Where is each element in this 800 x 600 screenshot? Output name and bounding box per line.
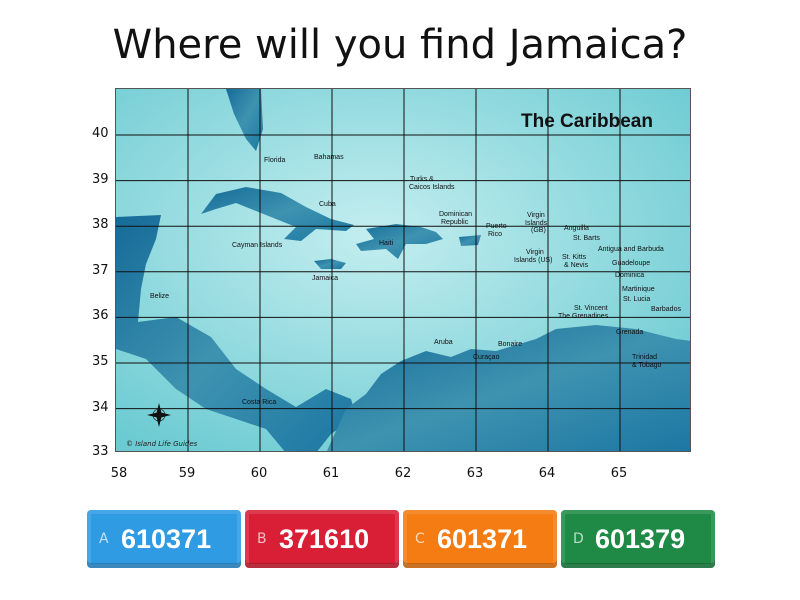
answer-value: 601371 — [437, 523, 528, 554]
y-axis-label: 35 — [92, 354, 109, 369]
map-label: Haiti — [379, 240, 393, 247]
x-axis-label: 59 — [178, 466, 196, 481]
map-credit: © Island Life Guides — [126, 440, 198, 448]
map-labels: Florida Bahamas Turks &Caicos Islands Cuba D… — [150, 154, 681, 406]
landmasses — [116, 89, 690, 451]
map-label: Belize — [150, 293, 169, 300]
map-label: Anguilla — [564, 225, 589, 232]
map-label: St. Vincent — [574, 305, 608, 312]
answer-a-button[interactable]: A 610371 — [87, 510, 241, 568]
map-label: Antigua and Barbuda — [598, 246, 664, 253]
map-label: St. Barts — [573, 235, 600, 242]
map-label: Rico — [488, 231, 502, 238]
map-label: Barbados — [651, 306, 681, 313]
map-label: Bahamas — [314, 154, 344, 161]
x-axis-label: 65 — [610, 466, 628, 481]
map-label: Islands (US) — [514, 257, 553, 264]
hispaniola — [356, 224, 443, 259]
map-label: Trinidad — [632, 354, 657, 361]
map-label: The Grenadines — [558, 313, 609, 320]
map-label: Bonaire — [498, 341, 522, 348]
x-axis-label: 61 — [322, 466, 340, 481]
map-label: Jamaica — [312, 275, 338, 282]
y-axis-label: 40 — [92, 126, 109, 141]
map-label: Grenada — [616, 329, 643, 336]
answer-letter: D — [573, 531, 584, 547]
map-label: Martinique — [622, 286, 655, 293]
map-label: St. Kitts — [562, 254, 587, 261]
map-label: Curaçao — [473, 354, 500, 361]
cuba — [201, 187, 354, 241]
map-label: Puerto — [486, 223, 507, 230]
y-axis-label: 36 — [92, 308, 109, 324]
answer-value: 601379 — [595, 523, 686, 554]
answer-b-button[interactable]: B 371610 — [245, 510, 399, 568]
answer-value: 610371 — [121, 523, 212, 554]
map-label: Dominica — [615, 272, 644, 279]
y-axis-label: 38 — [92, 217, 109, 233]
map-label: Aruba — [434, 339, 453, 346]
question-title: Where will you find Jamaica? — [112, 22, 688, 68]
y-axis-label: 33 — [92, 444, 109, 459]
map-label: Caicos Islands — [409, 184, 455, 191]
x-axis-label: 63 — [466, 466, 484, 481]
answer-letter: A — [99, 531, 109, 547]
map-label: Turks & — [410, 176, 434, 183]
map-label: Islands — [525, 220, 548, 227]
map-label: & Nevis — [564, 262, 589, 269]
answer-value: 371610 — [279, 523, 370, 554]
map-label: & Tobago — [632, 362, 662, 369]
jamaica — [314, 259, 346, 269]
map-label: Virgin — [526, 249, 544, 256]
answer-letter: C — [415, 531, 425, 547]
answer-c-button[interactable]: C 601371 — [403, 510, 557, 568]
map-label: Guadeloupe — [612, 260, 650, 267]
x-axis-label: 62 — [394, 466, 412, 481]
map-label: Cayman Islands — [232, 242, 283, 249]
compass-icon — [147, 403, 171, 427]
map-label: Cuba — [319, 201, 336, 208]
map-label: Virgin — [527, 212, 545, 219]
map-label: Costa Rica — [242, 399, 276, 406]
map-label: (GB) — [531, 227, 546, 234]
map-label: Dominican — [439, 211, 472, 218]
answer-letter: B — [257, 531, 267, 547]
south-america — [326, 325, 690, 451]
map-label: St. Lucia — [623, 296, 650, 303]
caribbean-map: The Caribbean Florida Bahamas Turks & Caico… — [115, 88, 691, 452]
x-axis-label: 64 — [538, 466, 556, 481]
map-label: Florida — [264, 157, 286, 164]
answer-d-button[interactable]: D 601379 — [561, 510, 715, 568]
x-axis-label: 60 — [250, 466, 268, 481]
y-axis-label: 39 — [92, 171, 109, 187]
x-axis-label: 58 — [110, 466, 128, 481]
y-axis-label: 37 — [92, 262, 109, 278]
map-label: Republic — [441, 219, 469, 226]
grid-lines — [116, 89, 690, 451]
y-axis-label: 34 — [92, 399, 109, 415]
map-title: The Caribbean — [521, 111, 653, 132]
